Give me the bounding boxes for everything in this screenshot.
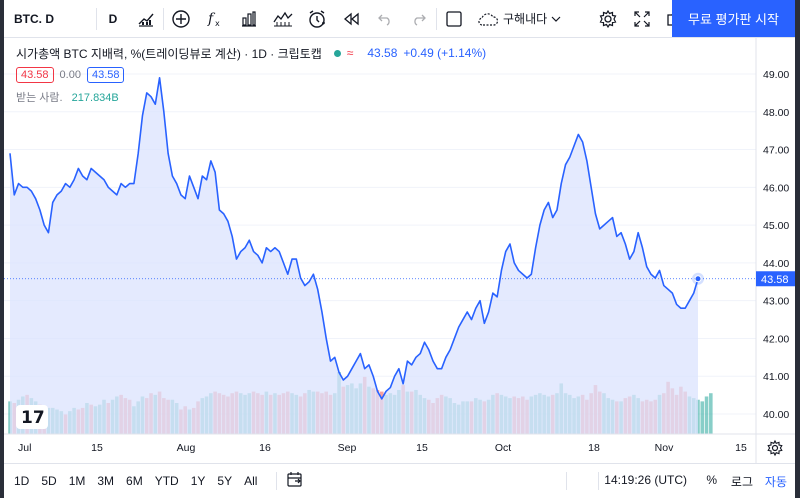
chevron-down-icon <box>551 16 561 22</box>
chart-settings-icon[interactable] <box>767 439 783 457</box>
time-axis[interactable]: Jul 15 Aug 16 Sep 15 Oct 18 Nov 15 <box>18 442 747 454</box>
sell-price-button[interactable]: 43.58 <box>16 67 54 83</box>
price-tick-label: 42.00 <box>763 333 789 345</box>
range-6m-button[interactable]: 6M <box>126 474 143 488</box>
toolbar-divider <box>566 472 567 490</box>
price-tick-label: 41.00 <box>763 371 789 383</box>
price-tick-label: 40.00 <box>763 409 789 421</box>
alert-icon[interactable] <box>300 0 334 38</box>
cta-label: 무료 평가판 시작 <box>688 12 779 27</box>
symbol-label: BTC. D <box>14 11 54 26</box>
svg-text:x: x <box>215 19 220 28</box>
price-tick-label: 46.00 <box>763 182 789 194</box>
time-tick-label: Oct <box>495 442 511 454</box>
time-tick-label: 15 <box>416 442 428 454</box>
chart-legend: 시가총액 BTC 지배력, %(트레이딩뷰로 계산) · 1D · 크립토캡 ≈… <box>16 44 486 105</box>
auto-scale-toggle[interactable]: 자동 <box>764 475 787 489</box>
svg-text:f: f <box>207 11 216 27</box>
replay-icon[interactable] <box>334 0 368 38</box>
volume-bar <box>704 396 709 434</box>
last-price-label-box <box>756 271 795 287</box>
toolbar-divider <box>276 472 277 490</box>
range-3m-button[interactable]: 3M <box>97 474 115 488</box>
undo-icon[interactable] <box>368 0 402 38</box>
toolbar-divider <box>96 7 97 30</box>
spread-value: 0.00 <box>59 69 81 81</box>
last-price-label: 43.58 <box>761 274 789 286</box>
price-tick-label: 44.00 <box>763 258 789 270</box>
add-indicator-icon[interactable] <box>164 0 198 38</box>
layout-save-button[interactable]: 구해내다 <box>471 0 591 38</box>
symbol-search-button[interactable]: BTC. D <box>4 0 96 38</box>
range-1m-button[interactable]: 1M <box>68 474 86 488</box>
range-1y-button[interactable]: 1Y <box>190 474 206 488</box>
volume-legend: 받는 사람. 217.834B <box>16 89 486 105</box>
price-tick-label: 47.00 <box>763 145 789 157</box>
bid-ask-row: 43.58 0.00 43.58 <box>16 67 486 83</box>
bar-style-icon[interactable] <box>129 0 163 38</box>
range-ytd-button[interactable]: YTD <box>154 474 179 488</box>
buy-price-button[interactable]: 43.58 <box>86 67 125 83</box>
interval-label: D <box>108 11 118 26</box>
price-tick-label: 49.00 <box>763 69 789 81</box>
change-value: +0.49 (+1.14%) <box>403 46 487 60</box>
redo-icon[interactable] <box>402 0 436 38</box>
price-line <box>9 76 699 400</box>
range-1d-button[interactable]: 1D <box>14 474 30 488</box>
go-to-date-icon[interactable] <box>286 471 304 492</box>
settings-icon[interactable] <box>591 0 625 38</box>
svg-text:17: 17 <box>21 408 45 428</box>
data-delay-icon: ≈ <box>346 46 354 60</box>
time-tick-label: Jul <box>18 442 31 454</box>
series-title[interactable]: 시가총액 BTC 지배력, %(트레이딩뷰로 계산) · 1D · 크립토캡 <box>16 46 322 61</box>
percent-scale-toggle[interactable]: % <box>706 473 717 487</box>
layout-square-icon[interactable] <box>437 0 471 38</box>
price-chart[interactable]: 49.00 48.00 47.00 46.00 45.00 44.00 43.00 42.00… <box>4 38 795 463</box>
time-tick-label: 16 <box>259 442 271 454</box>
time-tick-label: Nov <box>655 442 674 454</box>
price-axis[interactable]: 49.00 48.00 47.00 46.00 45.00 44.00 43.00 42.00… <box>763 69 789 421</box>
utc-clock[interactable]: 14:19:26 (UTC) <box>604 473 687 487</box>
compare-icon[interactable] <box>266 0 300 38</box>
cloud-icon <box>478 12 499 26</box>
toolbar-divider <box>163 7 164 30</box>
time-tick-label: 15 <box>735 442 747 454</box>
layout-label: 구해내다 <box>503 12 548 26</box>
market-open-icon <box>333 49 341 57</box>
range-5y-button[interactable]: 5Y <box>217 474 233 488</box>
templates-icon[interactable] <box>232 0 266 38</box>
legend-header: 시가총액 BTC 지배력, %(트레이딩뷰로 계산) · 1D · 크립토캡 ≈… <box>16 44 486 62</box>
fullscreen-icon[interactable] <box>625 0 659 38</box>
volume-label[interactable]: 받는 사람. <box>16 92 63 104</box>
last-value: 43.58 <box>367 46 398 60</box>
volume-bar <box>709 393 713 434</box>
price-area-fill <box>10 77 698 434</box>
time-tick-label: Aug <box>177 442 196 454</box>
toolbar-divider <box>436 7 437 30</box>
price-tick-label: 45.00 <box>763 220 789 232</box>
range-5d-button[interactable]: 5D <box>41 474 57 488</box>
volume-bar <box>700 401 705 434</box>
volume-value: 217.834B <box>71 92 119 104</box>
start-free-trial-button[interactable]: 무료 평가판 시작 <box>672 0 795 37</box>
interval-button[interactable]: D <box>97 0 129 38</box>
range-all-button[interactable]: All <box>244 474 258 488</box>
price-tick-label: 48.00 <box>763 107 789 119</box>
time-tick-label: 15 <box>91 442 103 454</box>
toolbar-divider <box>598 472 599 490</box>
time-tick-label: Sep <box>338 442 357 454</box>
price-tick-label: 43.00 <box>763 296 789 308</box>
log-scale-toggle[interactable]: 로그 <box>730 475 753 489</box>
bottom-toolbar: 1D 5D 1M 3M 6M YTD 1Y 5Y All 14:19:26 (U… <box>4 463 795 498</box>
tradingview-logo[interactable]: 17 <box>16 405 48 429</box>
last-price-dot <box>694 275 702 283</box>
time-tick-label: 18 <box>588 442 600 454</box>
